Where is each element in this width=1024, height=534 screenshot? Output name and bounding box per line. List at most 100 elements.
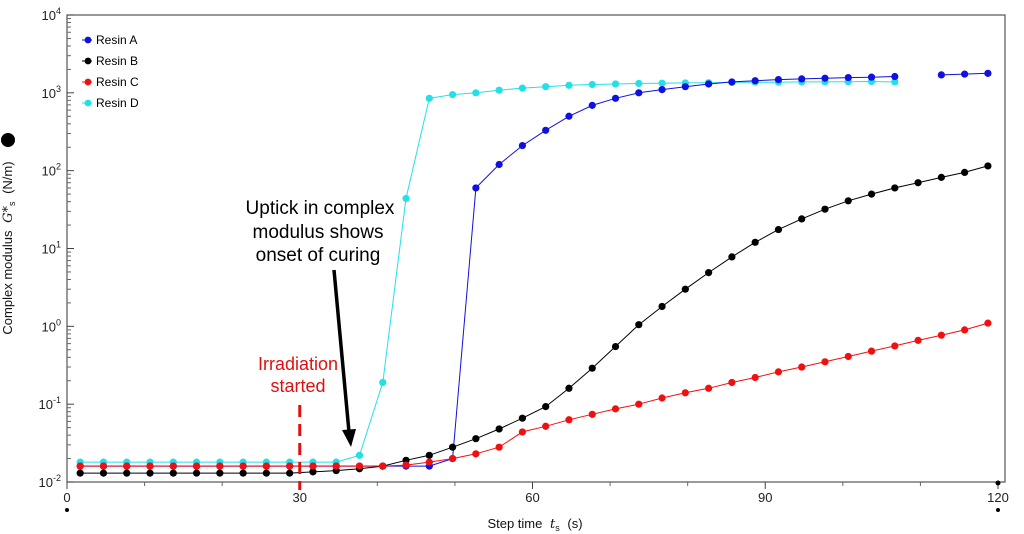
data-point	[495, 160, 503, 169]
data-point	[961, 168, 969, 177]
data-point	[192, 462, 201, 470]
data-point	[542, 403, 550, 411]
data-point	[961, 326, 969, 334]
data-point	[705, 384, 713, 392]
data-point	[658, 302, 666, 311]
data-point	[844, 197, 852, 205]
data-point	[379, 462, 387, 470]
legend-marker-icon	[84, 57, 92, 65]
data-point	[891, 184, 899, 192]
data-point	[448, 90, 457, 99]
series-layer	[76, 69, 992, 477]
series-line	[80, 80, 895, 463]
y-tick-label: 104	[42, 6, 61, 23]
data-point	[635, 321, 643, 329]
series-line	[80, 322, 989, 467]
data-point	[542, 422, 550, 430]
data-point	[774, 368, 783, 376]
data-point	[588, 101, 596, 109]
x-tick-label: 60	[525, 490, 539, 505]
data-point	[425, 451, 433, 459]
legend-marker-icon	[84, 78, 92, 86]
series-resin-a	[76, 69, 992, 470]
data-point	[542, 126, 550, 134]
irradiation-annotation: Irradiation started	[258, 354, 338, 490]
data-point	[123, 469, 131, 477]
data-point	[798, 215, 806, 223]
data-point	[728, 78, 736, 86]
data-point	[844, 352, 852, 361]
data-point	[169, 462, 177, 470]
y-tick-label: 103	[42, 84, 61, 101]
data-point	[472, 184, 480, 192]
y-axis-label: Complex modulus G*s (N/m)	[0, 161, 18, 334]
series-resin-d	[76, 77, 899, 466]
data-point	[239, 462, 247, 470]
y-tick-label: 10-1	[39, 395, 61, 412]
data-point	[867, 73, 876, 81]
data-point	[867, 190, 876, 198]
legend-label: Resin D	[96, 96, 139, 110]
data-point	[518, 428, 527, 436]
data-point	[821, 358, 829, 366]
svg-text:started: started	[270, 376, 325, 396]
data-point	[751, 238, 759, 246]
y-tick-label: 101	[42, 240, 61, 257]
data-point	[565, 112, 573, 120]
data-point	[565, 81, 573, 89]
data-point	[705, 269, 713, 277]
data-point	[286, 462, 294, 470]
legend-marker-icon	[84, 36, 92, 44]
data-point	[355, 451, 364, 459]
data-point	[495, 443, 503, 451]
data-point	[891, 78, 899, 86]
data-point	[891, 342, 899, 350]
data-point	[705, 80, 713, 88]
series-resin-b	[76, 162, 992, 477]
data-point	[961, 70, 969, 78]
series-line	[80, 76, 895, 467]
data-point	[518, 141, 527, 150]
series-resin-c	[76, 319, 992, 470]
uptick-arrow	[332, 269, 351, 433]
legend: Resin A Resin B Resin C Resin D	[82, 33, 139, 110]
data-point	[635, 79, 643, 88]
x-axis-label: Step time ts (s)	[487, 516, 582, 534]
data-point	[798, 75, 806, 83]
arrow-head-icon	[342, 429, 356, 447]
data-point	[402, 194, 410, 203]
data-point	[611, 94, 620, 102]
data-point	[914, 336, 922, 344]
data-point	[844, 73, 852, 82]
legend-label: Resin C	[96, 75, 139, 89]
data-point	[425, 94, 433, 102]
data-point	[518, 84, 527, 92]
data-point	[472, 435, 480, 443]
data-point	[216, 462, 224, 470]
data-point	[146, 469, 154, 477]
data-point	[984, 162, 992, 170]
y-tick-label: 102	[42, 162, 61, 179]
data-point	[611, 405, 620, 413]
data-point	[309, 468, 317, 476]
legend-label: Resin A	[96, 33, 137, 47]
data-point	[146, 462, 154, 470]
data-point	[681, 83, 689, 91]
data-point	[821, 74, 829, 82]
data-point	[379, 378, 387, 387]
data-point	[309, 462, 317, 470]
data-point	[588, 80, 596, 89]
data-point	[448, 443, 457, 451]
legend-label: Resin B	[96, 54, 138, 68]
data-point	[984, 69, 992, 77]
data-point	[635, 400, 643, 408]
data-point	[867, 347, 876, 355]
data-point	[588, 364, 596, 372]
data-point	[658, 79, 666, 87]
data-point	[262, 469, 270, 477]
data-point	[239, 469, 247, 477]
data-point	[192, 469, 201, 477]
data-point	[565, 416, 573, 424]
data-point	[798, 363, 806, 371]
